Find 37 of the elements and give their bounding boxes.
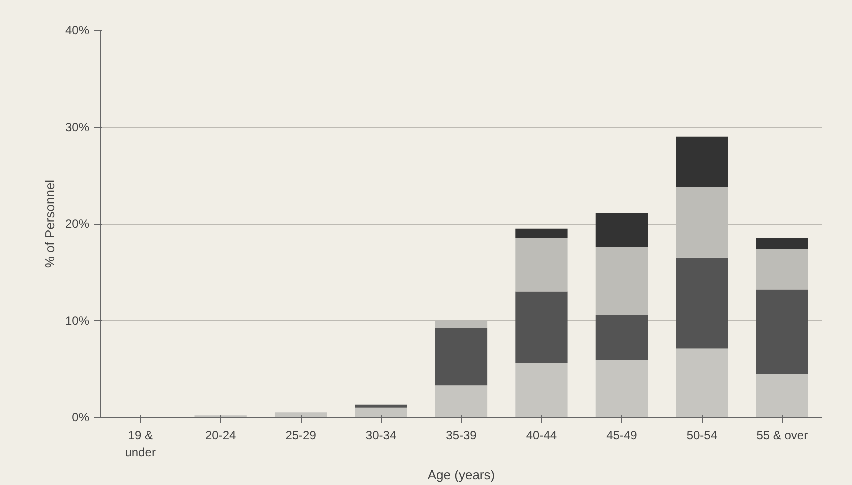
bar — [756, 290, 808, 374]
bar — [355, 408, 408, 418]
bar — [516, 292, 568, 364]
bar — [435, 386, 488, 418]
bar — [516, 238, 568, 292]
y-axis-title: % of Personnel — [42, 180, 58, 268]
x-tick-label: 20-24 — [205, 428, 237, 442]
bar — [756, 249, 808, 290]
bar — [274, 412, 328, 418]
y-tick-label: 30% — [65, 120, 90, 134]
bar — [435, 328, 488, 386]
x-tick-label: 30-34 — [366, 428, 397, 442]
x-tick-label: 19 & under — [125, 428, 156, 460]
bar — [676, 187, 728, 258]
bar — [516, 363, 568, 418]
x-tick-label: 50-54 — [686, 428, 718, 442]
x-tick-label: 45-49 — [606, 428, 638, 442]
y-tick-label: 20% — [65, 217, 90, 231]
bar — [596, 314, 648, 360]
y-tick-label: 40% — [65, 24, 90, 38]
bar — [516, 228, 568, 239]
bar — [596, 247, 648, 315]
bar — [596, 213, 648, 248]
x-tick-label: 35-39 — [446, 428, 478, 442]
x-tick-label: 40-44 — [526, 428, 558, 442]
y-tick-label: 10% — [65, 314, 90, 328]
bar — [355, 404, 408, 408]
bar — [756, 374, 808, 418]
bar — [596, 360, 648, 418]
x-tick-label: 55 & over — [756, 428, 808, 442]
x-tick-label: 25-29 — [286, 428, 317, 442]
bar — [676, 258, 728, 349]
x-axis-title: Age (years) — [428, 467, 496, 482]
y-tick-label: 0% — [72, 410, 90, 424]
bar — [756, 238, 808, 250]
bar — [676, 348, 728, 418]
bar — [676, 136, 728, 188]
